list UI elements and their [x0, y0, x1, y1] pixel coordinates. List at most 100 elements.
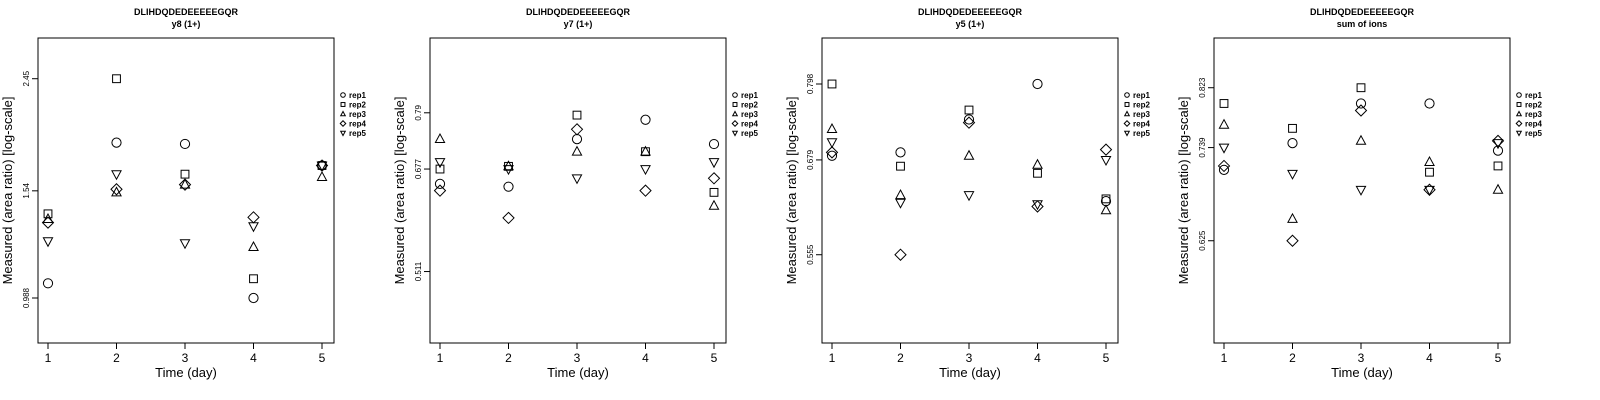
legend-marker-rep1 [1124, 92, 1130, 98]
data-point-rep1 [179, 138, 191, 150]
x-tick-label: 2 [113, 351, 120, 365]
legend-entry-rep5: rep5 [1133, 129, 1150, 138]
chart-subtitle: y8 (1+) [172, 19, 201, 29]
data-point-rep4 [1031, 200, 1044, 213]
legend-entry-rep5: rep5 [741, 129, 758, 138]
plot-frame [37, 37, 335, 344]
data-point-rep1 [1287, 137, 1298, 149]
data-point-rep3 [1287, 212, 1298, 223]
x-tick-label: 1 [1221, 351, 1228, 365]
legend-marker-rep1 [340, 92, 346, 98]
x-tick-label: 4 [1426, 351, 1433, 365]
data-point-rep1 [1355, 98, 1367, 109]
data-point-rep3 [1218, 118, 1230, 129]
x-tick-label: 5 [711, 351, 718, 365]
data-point-rep5 [503, 165, 514, 176]
x-tick-label: 2 [897, 351, 904, 365]
chart-panel-1: DLIHDQDEDEEEEEGQR y8 (1+) 1 2 3 4 5 0.988 1.54 2.… [0, 7, 366, 380]
data-point-rep2 [435, 164, 445, 174]
data-point-rep4 [825, 146, 839, 159]
data-point-rep1 [1032, 78, 1043, 90]
x-tick-label: 3 [574, 351, 581, 365]
legend-entry-rep4: rep4 [741, 120, 758, 129]
x-tick-label: 5 [1495, 351, 1502, 365]
legend-entry-rep3: rep3 [741, 110, 758, 119]
plot-frame [1213, 37, 1511, 344]
chart-title: DLIHDQDEDEEEEEGQR [918, 7, 1023, 17]
data-point-rep5 [1100, 155, 1112, 167]
data-point-rep5 [111, 170, 122, 181]
data-point-rep2 [1493, 161, 1503, 171]
data-point-rep2 [180, 169, 190, 179]
legend-entry-rep1: rep1 [1133, 91, 1150, 100]
data-point-rep5 [1424, 185, 1435, 196]
y-tick-label: 0.677 [414, 158, 423, 179]
data-point-rep1 [248, 292, 259, 304]
legend-marker-rep2 [1516, 102, 1522, 107]
data-point-rep1 [640, 114, 651, 125]
legend-marker-rep5 [731, 130, 739, 137]
data-point-rep1 [826, 150, 838, 161]
x-tick-label: 3 [1358, 351, 1365, 365]
data-point-rep5 [963, 191, 975, 202]
y-axis-label: Measured (area ratio) [log-scale] [1176, 97, 1191, 285]
legend-marker-rep3 [1123, 110, 1131, 117]
data-point-rep4 [433, 184, 447, 197]
legend-entry-rep2: rep2 [1133, 101, 1150, 110]
x-axis-label: Time (day) [1331, 365, 1393, 380]
data-point-rep4 [570, 123, 584, 136]
data-point-rep2 [1425, 167, 1434, 177]
chart-title: DLIHDQDEDEEEEEGQR [1310, 7, 1415, 17]
data-point-rep2 [827, 79, 837, 89]
y-tick-label: 0.988 [22, 287, 31, 308]
data-point-rep1 [895, 147, 906, 158]
legend-marker-rep4 [339, 120, 347, 127]
legend-marker-rep4 [731, 120, 739, 127]
data-point-rep5 [179, 239, 191, 250]
chart-subtitle: y5 (1+) [956, 19, 985, 29]
y-tick-label: 0.823 [1198, 77, 1207, 98]
legend-entry-rep5: rep5 [349, 129, 366, 138]
x-axis-label: Time (day) [939, 365, 1001, 380]
legend-marker-rep2 [340, 102, 346, 107]
y-axis-label: Measured (area ratio) [log-scale] [784, 97, 799, 285]
data-point-rep1 [708, 138, 720, 150]
data-point-rep3 [1424, 155, 1435, 167]
y-tick-label: 0.79 [414, 104, 423, 120]
legend-entry-rep4: rep4 [349, 120, 366, 129]
data-point-rep2 [1033, 168, 1042, 178]
x-axis-label: Time (day) [155, 365, 217, 380]
data-point-rep5 [316, 161, 328, 172]
x-tick-label: 4 [1034, 351, 1041, 365]
data-point-rep3 [826, 122, 838, 134]
data-point-rep3 [571, 145, 583, 156]
data-point-rep5 [640, 165, 651, 176]
legend-entry-rep3: rep3 [1133, 110, 1150, 119]
legend-marker-rep5 [1123, 130, 1131, 137]
legend-marker-rep3 [731, 110, 739, 117]
legend-entry-rep3: rep3 [349, 110, 366, 119]
legend-marker-rep4 [1123, 120, 1131, 127]
x-tick-label: 2 [505, 351, 512, 365]
chart-panel-3: DLIHDQDEDEEEEEGQR y5 (1+) 1 2 3 4 5 0.555 0.679 0… [784, 7, 1150, 380]
data-point-rep4 [894, 248, 907, 261]
y-tick-label: 0.511 [414, 261, 423, 281]
data-point-rep1 [1424, 98, 1435, 109]
legend-entry-rep1: rep1 [741, 91, 758, 100]
data-point-rep3 [1032, 158, 1043, 169]
x-tick-label: 4 [642, 351, 649, 365]
legend-entry-rep2: rep2 [741, 101, 758, 110]
data-point-rep2 [572, 110, 582, 120]
data-point-rep5 [1032, 200, 1043, 211]
data-point-rep1 [963, 114, 975, 125]
data-point-rep5 [1218, 143, 1230, 154]
data-point-rep4 [178, 178, 192, 191]
x-tick-label: 4 [250, 351, 257, 365]
data-point-rep4 [110, 183, 123, 196]
legend-entry-rep2: rep2 [1525, 101, 1542, 110]
data-point-rep4 [707, 172, 721, 185]
data-point-rep4 [502, 211, 515, 225]
